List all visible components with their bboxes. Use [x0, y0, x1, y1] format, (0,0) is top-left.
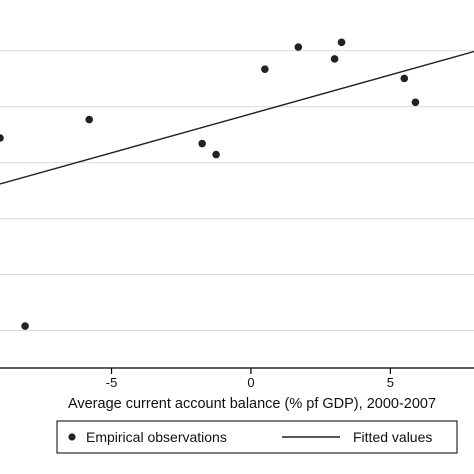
x-tick-label-5: 5 — [387, 375, 394, 390]
fitted-values-line — [0, 50, 474, 185]
legend-label-observations: Empirical observations — [86, 429, 227, 445]
legend: Empirical observations Fitted values — [56, 420, 458, 454]
observation-point-2 — [85, 115, 94, 124]
observation-point-3 — [198, 139, 206, 148]
observation-point-0 — [0, 134, 4, 142]
observation-point-1 — [21, 322, 29, 330]
fitted-line-layer — [0, 50, 474, 185]
observation-point-7 — [330, 55, 339, 63]
observation-point-9 — [400, 74, 409, 83]
x-ticks: -5 0 5 — [106, 368, 394, 390]
observation-point-6 — [294, 43, 303, 51]
x-axis-label: Average current account balance (% pf GD… — [68, 396, 436, 412]
x-tick-label--5: -5 — [106, 375, 118, 390]
observation-point-5 — [261, 65, 269, 73]
y-gridlines — [0, 50, 474, 331]
points-layer — [0, 38, 420, 330]
observation-point-4 — [212, 150, 220, 159]
legend-box — [56, 420, 458, 454]
observation-point-10 — [411, 98, 420, 107]
observation-point-8 — [337, 38, 346, 47]
x-tick-label-0: 0 — [247, 375, 254, 390]
legend-marker-observations — [68, 433, 76, 441]
legend-label-fitted: Fitted values — [353, 429, 432, 445]
